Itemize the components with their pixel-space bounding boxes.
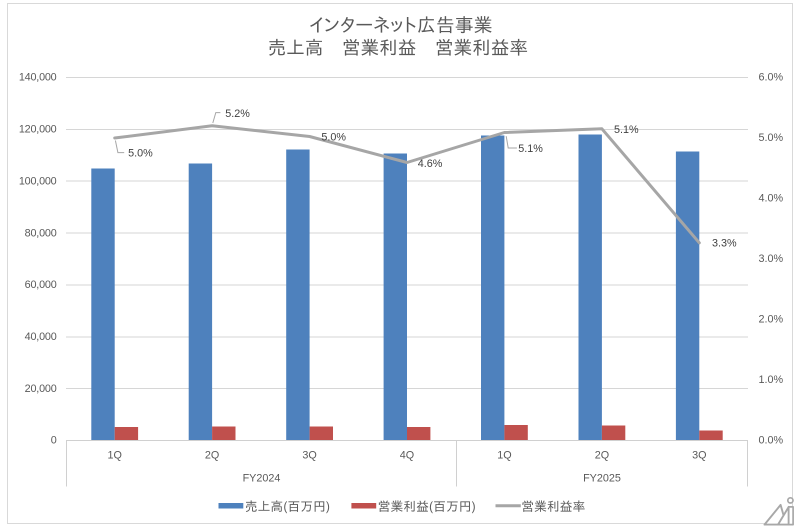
svg-text:120,000: 120,000 bbox=[19, 124, 57, 136]
svg-text:0: 0 bbox=[51, 435, 57, 447]
svg-text:4.0%: 4.0% bbox=[759, 193, 784, 205]
svg-text:5.0%: 5.0% bbox=[128, 148, 153, 160]
svg-text:3Q: 3Q bbox=[692, 450, 706, 462]
svg-text:6.0%: 6.0% bbox=[759, 72, 784, 84]
svg-text:5.1%: 5.1% bbox=[614, 124, 639, 136]
svg-text:140,000: 140,000 bbox=[19, 72, 57, 84]
svg-text:1Q: 1Q bbox=[497, 450, 511, 462]
svg-text:3.0%: 3.0% bbox=[759, 253, 784, 265]
svg-text:0.0%: 0.0% bbox=[759, 434, 784, 446]
svg-text:5.0%: 5.0% bbox=[321, 131, 346, 143]
svg-text:FY2024: FY2024 bbox=[243, 473, 281, 485]
svg-text:FY2025: FY2025 bbox=[583, 473, 621, 485]
svg-text:2.0%: 2.0% bbox=[759, 313, 784, 325]
svg-text:2Q: 2Q bbox=[595, 450, 609, 462]
svg-text:5.0%: 5.0% bbox=[759, 132, 784, 144]
svg-text:1.0%: 1.0% bbox=[759, 374, 784, 386]
svg-text:100,000: 100,000 bbox=[19, 175, 57, 187]
svg-text:5.1%: 5.1% bbox=[518, 143, 543, 155]
svg-text:3.3%: 3.3% bbox=[712, 237, 737, 249]
svg-text:4.6%: 4.6% bbox=[418, 158, 443, 170]
svg-text:40,000: 40,000 bbox=[25, 331, 57, 343]
svg-text:2Q: 2Q bbox=[205, 450, 219, 462]
svg-text:60,000: 60,000 bbox=[25, 279, 57, 291]
svg-text:4Q: 4Q bbox=[400, 450, 414, 462]
svg-text:5.2%: 5.2% bbox=[225, 108, 250, 120]
svg-text:20,000: 20,000 bbox=[25, 383, 57, 395]
svg-text:80,000: 80,000 bbox=[25, 227, 57, 239]
svg-text:3Q: 3Q bbox=[302, 450, 316, 462]
svg-text:1Q: 1Q bbox=[107, 450, 121, 462]
